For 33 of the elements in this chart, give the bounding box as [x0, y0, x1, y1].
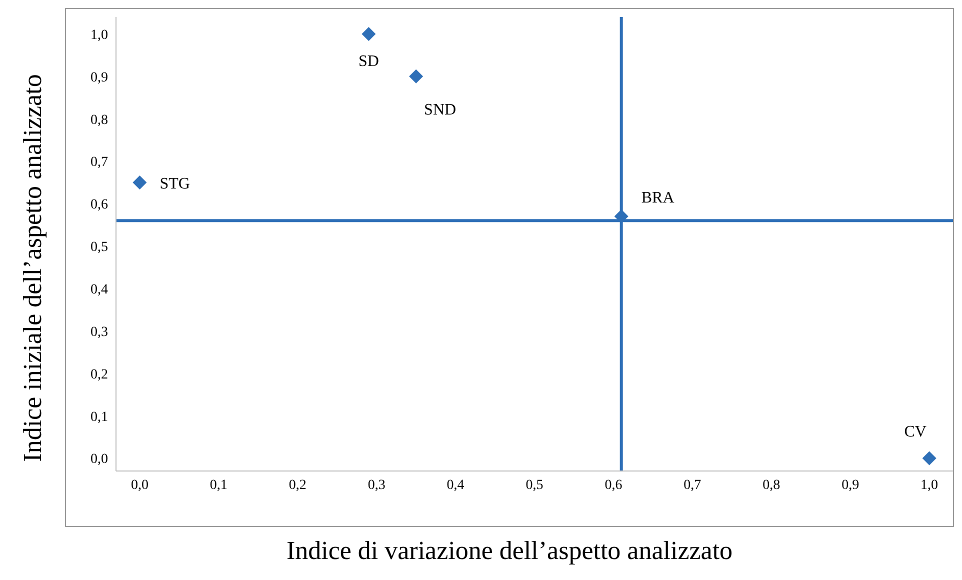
- annotation: BRA: [641, 189, 675, 206]
- x-tick-label: 0,4: [446, 478, 464, 493]
- y-tick-label: 1,0: [90, 28, 108, 43]
- y-tick-label: 0,9: [90, 70, 108, 86]
- y-tick-label: 0,4: [90, 282, 108, 298]
- annotation: SD: [358, 52, 379, 70]
- point: [132, 175, 147, 190]
- y-tick-label: 0,7: [90, 155, 108, 170]
- annotation: CV: [904, 423, 927, 440]
- x-axis-title: Indice di variazione dell’aspetto analizzato: [285, 536, 734, 566]
- y-tick-label: 0,5: [90, 240, 108, 256]
- x-tick-label: 0,5: [526, 478, 544, 493]
- x-tick-label: 0,3: [368, 478, 386, 493]
- x-tick-label: 0,7: [684, 478, 702, 493]
- x-tick-label: 0,9: [842, 478, 860, 493]
- point: [362, 26, 376, 41]
- x-tick-label: 0,6: [604, 478, 622, 493]
- x-tick-label: 0,1: [210, 478, 228, 493]
- x-tick-label: 0,2: [288, 478, 306, 493]
- annotation: STG: [160, 175, 190, 192]
- y-tick-label: 0,0: [90, 452, 108, 468]
- y-tick-label: 0,1: [90, 410, 108, 425]
- y-tick-label: 0,8: [90, 112, 108, 128]
- x-tick-label: 0,0: [130, 478, 148, 493]
- x-tick-label: 1,0: [920, 478, 938, 493]
- annotation: SND: [424, 101, 456, 118]
- y-tick-label: 0,3: [90, 324, 108, 340]
- point: [922, 451, 936, 466]
- y-tick-label: 0,6: [90, 198, 108, 213]
- y-tick-label: 0,2: [90, 367, 108, 382]
- y-axis-title: Indice iniziale dell’aspetto analizzato: [18, 74, 48, 462]
- x-tick-label: 0,8: [762, 478, 780, 493]
- point: [409, 69, 424, 84]
